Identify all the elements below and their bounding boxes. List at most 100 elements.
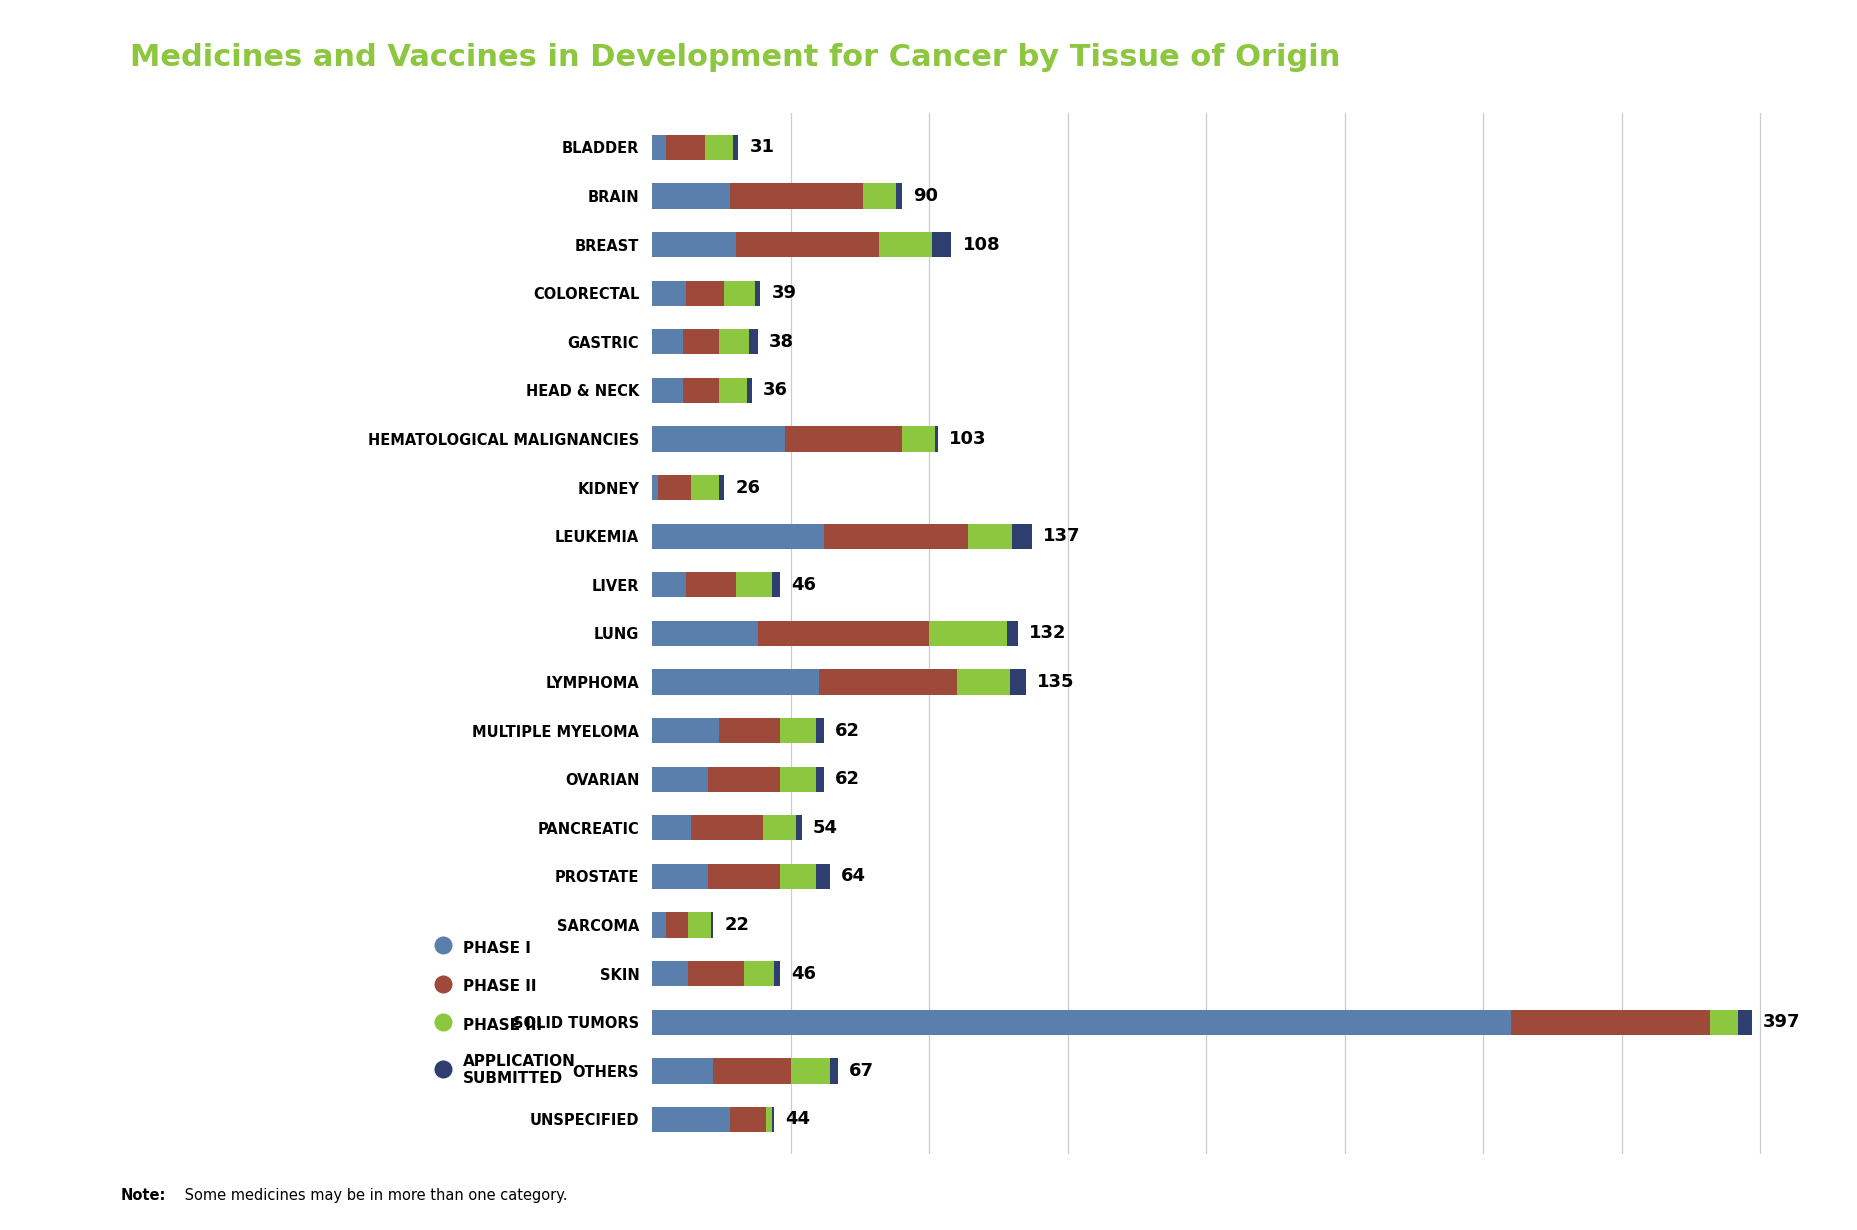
Bar: [652, 669, 819, 695]
Text: 46: 46: [791, 964, 815, 983]
Text: 54: 54: [813, 819, 838, 836]
Text: 22: 22: [724, 916, 748, 934]
Bar: [652, 1058, 713, 1084]
Bar: [735, 232, 878, 257]
Bar: [652, 621, 758, 646]
Bar: [774, 961, 780, 986]
Bar: [735, 572, 771, 598]
Bar: [713, 1058, 791, 1084]
Text: 62: 62: [836, 770, 860, 788]
Text: 103: 103: [949, 430, 986, 448]
Bar: [708, 863, 780, 889]
Bar: [652, 961, 689, 986]
Bar: [780, 718, 815, 743]
Text: 135: 135: [1036, 673, 1073, 691]
Bar: [730, 1107, 765, 1132]
Bar: [652, 232, 735, 257]
Text: 62: 62: [836, 722, 860, 739]
Bar: [652, 572, 685, 598]
Bar: [748, 330, 758, 354]
Bar: [878, 232, 932, 257]
Bar: [791, 1058, 830, 1084]
Bar: [797, 815, 802, 840]
Bar: [652, 475, 657, 501]
Bar: [1006, 621, 1018, 646]
Bar: [732, 135, 737, 160]
Bar: [1736, 1010, 1751, 1034]
Bar: [652, 815, 691, 840]
Text: 39: 39: [771, 284, 797, 303]
Text: 38: 38: [769, 333, 793, 351]
Bar: [786, 427, 901, 451]
Bar: [780, 863, 815, 889]
Bar: [667, 913, 689, 937]
Bar: [771, 572, 780, 598]
Bar: [652, 863, 708, 889]
Bar: [895, 183, 901, 209]
Bar: [1012, 524, 1031, 549]
Bar: [765, 1107, 771, 1132]
Bar: [763, 815, 797, 840]
Bar: [758, 621, 928, 646]
Bar: [709, 913, 713, 937]
Legend: PHASE I, PHASE II, PHASE III, APPLICATION
SUBMITTED: PHASE I, PHASE II, PHASE III, APPLICATIO…: [427, 931, 583, 1093]
Bar: [819, 669, 956, 695]
Bar: [719, 475, 724, 501]
Bar: [691, 475, 719, 501]
Bar: [683, 378, 719, 403]
Text: 90: 90: [912, 187, 938, 205]
Bar: [685, 572, 735, 598]
Bar: [652, 135, 667, 160]
Bar: [667, 135, 704, 160]
Bar: [747, 378, 752, 403]
Bar: [719, 378, 747, 403]
Text: Note:: Note:: [121, 1188, 165, 1203]
Bar: [743, 961, 774, 986]
Bar: [719, 330, 748, 354]
Bar: [928, 621, 1006, 646]
Bar: [1510, 1010, 1708, 1034]
Bar: [652, 766, 708, 792]
Text: 46: 46: [791, 576, 815, 594]
Bar: [652, 183, 730, 209]
Bar: [825, 524, 967, 549]
Bar: [862, 183, 895, 209]
Bar: [754, 280, 760, 306]
Bar: [708, 766, 780, 792]
Text: 31: 31: [748, 139, 774, 156]
Text: 137: 137: [1042, 528, 1079, 545]
Bar: [815, 718, 825, 743]
Text: 132: 132: [1029, 625, 1066, 642]
Bar: [652, 913, 667, 937]
Text: 397: 397: [1762, 1014, 1799, 1031]
Bar: [689, 913, 709, 937]
Text: 36: 36: [763, 381, 787, 400]
Bar: [704, 135, 732, 160]
Bar: [719, 718, 780, 743]
Text: 44: 44: [786, 1111, 810, 1128]
Bar: [901, 427, 934, 451]
Text: 67: 67: [849, 1061, 873, 1080]
Bar: [934, 427, 938, 451]
Bar: [652, 280, 685, 306]
Bar: [724, 280, 754, 306]
Bar: [1708, 1010, 1736, 1034]
Bar: [815, 863, 830, 889]
Bar: [652, 330, 683, 354]
Bar: [689, 961, 743, 986]
Bar: [1008, 669, 1025, 695]
Bar: [815, 766, 825, 792]
Bar: [932, 232, 951, 257]
Text: 108: 108: [962, 236, 999, 253]
Text: 26: 26: [735, 478, 760, 497]
Bar: [771, 1107, 774, 1132]
Bar: [652, 427, 786, 451]
Bar: [652, 718, 719, 743]
Bar: [967, 524, 1012, 549]
Text: Some medicines may be in more than one category.: Some medicines may be in more than one c…: [180, 1188, 568, 1203]
Bar: [685, 280, 724, 306]
Bar: [780, 766, 815, 792]
Bar: [652, 524, 825, 549]
Bar: [652, 1010, 1510, 1034]
Bar: [691, 815, 763, 840]
